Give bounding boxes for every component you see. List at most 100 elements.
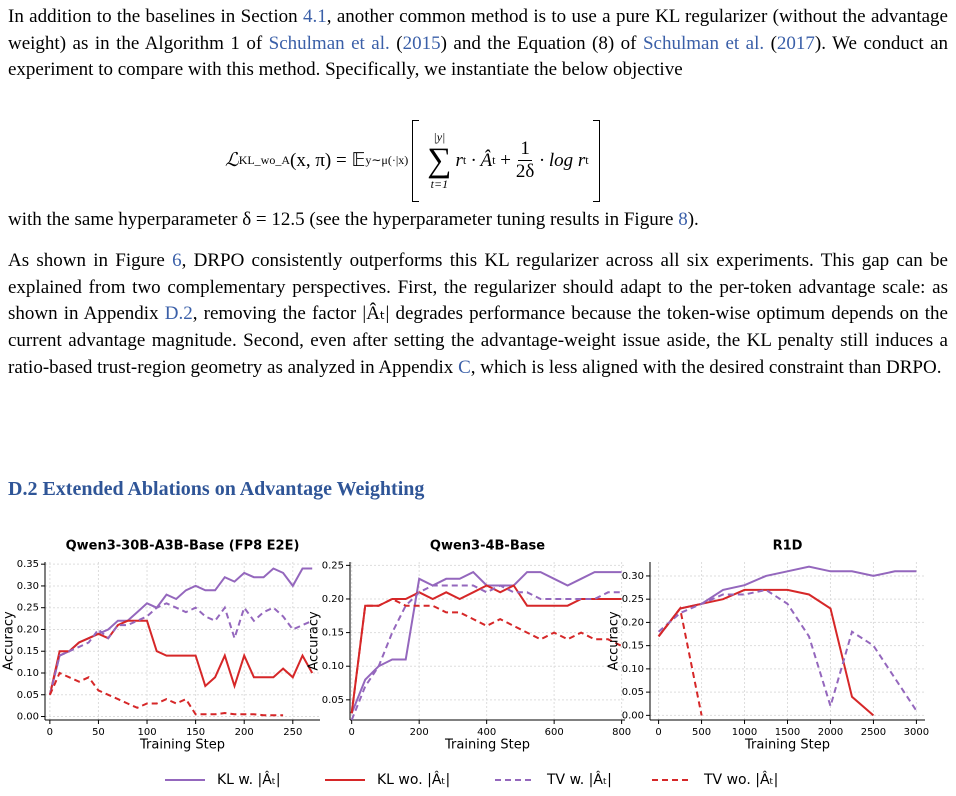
x-tick-label: 150: [186, 727, 205, 738]
eq-sub: |y|: [433, 129, 446, 144]
x-tick-label: 100: [137, 727, 156, 738]
y-tick-label: 0.05: [622, 687, 644, 698]
x-tick-label: 0: [47, 727, 53, 738]
bracket: [592, 119, 600, 202]
series-line: [657, 588, 875, 717]
eq-text: ∑: [427, 141, 452, 179]
x-tick-label: 2000: [818, 727, 843, 738]
eq-text: (x, π) = 𝔼: [290, 150, 366, 171]
y-tick-label: 0.15: [17, 646, 39, 657]
x-tick-label: 200: [235, 727, 254, 738]
text: In addition to the baselines in Section: [8, 6, 303, 27]
y-tick-label: 0.25: [322, 560, 344, 571]
x-axis-label: Training Step: [444, 738, 530, 753]
eq-text: +: [500, 149, 511, 171]
x-axis-label: Training Step: [139, 738, 225, 753]
text: As shown in Figure: [8, 250, 173, 271]
series-line: [48, 567, 313, 696]
sum: |y| ∑ t=1: [427, 130, 451, 192]
x-tick-label: 800: [612, 727, 631, 738]
x-tick-label: 2500: [861, 727, 886, 738]
eq-text: 2δ: [515, 161, 535, 182]
paragraph: In addition to the baselines in Section …: [8, 4, 948, 84]
legend-label: TV w. |Âₜ|: [546, 770, 612, 788]
x-axis-label: Training Step: [744, 738, 830, 753]
series-line: [48, 671, 284, 717]
y-tick-label: 0.05: [322, 695, 344, 706]
x-tick-label: 1500: [775, 727, 800, 738]
paragraph: As shown in Figure 6, DRPO consistently …: [8, 248, 948, 382]
y-tick-label: 0.05: [17, 690, 39, 701]
series-line: [350, 597, 623, 714]
y-axis-label: Accuracy: [307, 611, 322, 671]
eq-sub: t: [462, 153, 467, 167]
x-tick-label: 0: [655, 727, 661, 738]
text: , which is less aligned with the desired…: [470, 356, 942, 378]
chart-title: Qwen3-30B-A3B-Base (FP8 E2E): [66, 539, 300, 554]
eq-text: r: [455, 149, 463, 171]
legend-label: TV wo. |Âₜ|: [703, 770, 778, 788]
y-tick-label: 0.20: [17, 624, 39, 635]
text: , DRPO consistently outperforms this KL …: [8, 250, 948, 325]
bracket: [412, 119, 420, 202]
y-tick-label: 0.25: [622, 594, 644, 605]
legend-label: KL w. |Âₜ|: [217, 770, 281, 788]
section-heading: D.2 Extended Ablations on Advantage Weig…: [8, 478, 425, 500]
y-tick-label: 0.25: [17, 603, 39, 614]
x-tick-label: 500: [692, 727, 711, 738]
eq-text: 1: [518, 138, 532, 161]
link[interactable]: C: [458, 356, 471, 378]
text: ). We conduct an experiment to compare w…: [8, 32, 949, 81]
y-tick-label: 0.10: [622, 664, 644, 675]
y-tick-label: 0.00: [17, 712, 39, 723]
x-tick-label: 50: [92, 727, 105, 738]
x-tick-label: 400: [477, 727, 496, 738]
eq-text: · log r: [539, 149, 586, 171]
text: , removing the factor |Âₜ| degrades perf…: [8, 303, 948, 378]
eq-sub: KL_wo_A: [238, 153, 291, 167]
x-tick-label: 1000: [732, 727, 757, 738]
link[interactable]: 8: [678, 209, 688, 230]
series-line: [657, 606, 703, 716]
y-axis-label: Accuracy: [607, 611, 622, 671]
y-tick-label: 0.35: [17, 559, 39, 570]
eq-sub: t: [492, 153, 496, 167]
series-line: [48, 602, 313, 696]
y-tick-label: 0.00: [622, 710, 644, 721]
y-tick-label: 0.10: [322, 661, 344, 672]
link[interactable]: 2015: [402, 32, 441, 54]
text: ).: [687, 209, 699, 230]
y-axis-label: Accuracy: [2, 611, 17, 671]
link[interactable]: Schulman et al.: [642, 32, 765, 54]
eq-text: ℒ: [225, 150, 239, 171]
y-tick-label: 0.30: [17, 581, 39, 592]
link[interactable]: 6: [172, 250, 182, 271]
series-line: [657, 565, 917, 638]
text: with the same hyperparameter δ = 12.5 (s…: [8, 209, 679, 230]
x-tick-label: 600: [545, 727, 564, 738]
text: ) and the Equation (8) of: [440, 32, 643, 54]
series-line: [48, 619, 314, 696]
series-line: [657, 588, 918, 712]
link[interactable]: D.2: [164, 303, 193, 325]
y-tick-label: 0.15: [622, 641, 644, 652]
legend-label: KL wo. |Âₜ|: [377, 770, 450, 788]
series-line: [350, 584, 622, 721]
eq-sub: t=1: [430, 176, 449, 191]
x-tick-label: 200: [410, 727, 429, 738]
x-tick-label: 3000: [904, 727, 929, 738]
charts: Qwen3-30B-A3B-Base (FP8 E2E) 0.00 0.05 0.10…: [2, 539, 930, 789]
y-tick-label: 0.15: [322, 628, 344, 639]
link[interactable]: 4.1: [302, 6, 327, 27]
x-tick-label: 250: [283, 727, 302, 738]
y-tick-label: 0.20: [322, 594, 344, 605]
link[interactable]: Schulman et al.: [268, 32, 390, 54]
text: , another common method is to use a pure…: [8, 6, 948, 54]
link[interactable]: 2017: [776, 32, 815, 54]
paragraph: with the same hyperparameter δ = 12.5 (s…: [8, 207, 948, 234]
eq-sub: y∼μ(·|x): [365, 153, 409, 167]
y-tick-label: 0.10: [17, 668, 39, 679]
y-tick-label: 0.20: [622, 617, 644, 628]
